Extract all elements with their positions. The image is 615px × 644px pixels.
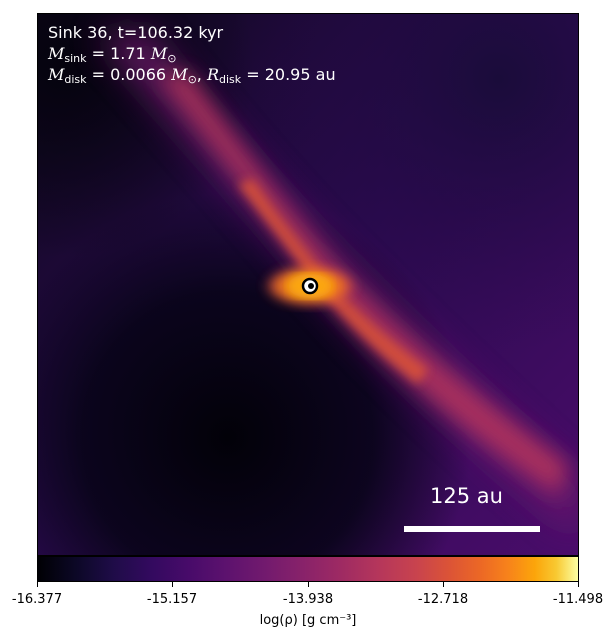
scalebar [404, 526, 540, 532]
disk-mass-label: Mdisk = 0.0066 M⊙, Rdisk = 20.95 au [48, 65, 336, 86]
colorbar-tick-label: -16.377 [11, 592, 63, 607]
sink-mass-label: Msink = 1.71 M⊙ [48, 44, 177, 65]
colorbar-tick-label: -15.157 [146, 592, 198, 607]
colorbar-tick [172, 582, 173, 587]
disk-mass-value: 0.0066 [110, 65, 167, 84]
disk-radius-value: 20.95 [264, 65, 311, 84]
sink-title: Sink 36, t=106.32 kyr [48, 23, 224, 42]
density-image [38, 14, 578, 555]
density-map: Sink 36, t=106.32 kyr Msink = 1.71 M⊙ Md… [37, 13, 579, 556]
colorbar-tick [37, 582, 38, 587]
colorbar-tick [308, 582, 309, 587]
colorbar [37, 556, 579, 582]
colorbar-tick [578, 582, 579, 587]
colorbar-tick-label: -13.938 [282, 592, 334, 607]
colorbar-tick [443, 582, 444, 587]
sink-mass-value: 1.71 [110, 44, 146, 63]
colorbar-label: log(ρ) [g cm⁻³] [259, 613, 357, 628]
scalebar-label: 125 au [430, 484, 503, 508]
colorbar-tick-label: -11.498 [552, 592, 604, 607]
disk-radius-unit: au [315, 65, 336, 84]
colorbar-tick-label: -12.718 [417, 592, 469, 607]
